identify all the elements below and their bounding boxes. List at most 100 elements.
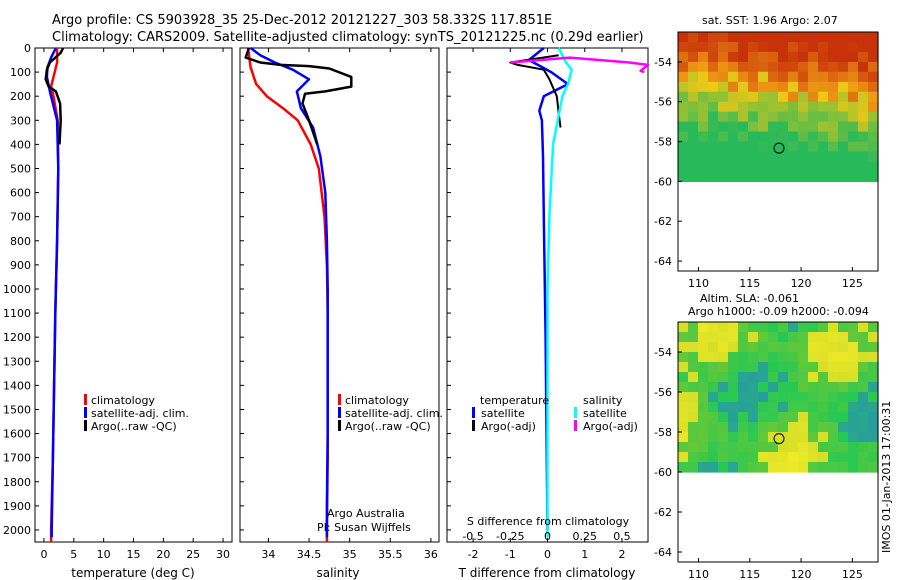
- map-cell: [818, 121, 829, 133]
- map-cell: [838, 432, 849, 443]
- map-cell: [718, 452, 729, 463]
- map-cell: [828, 342, 839, 353]
- map-cell: [688, 131, 699, 143]
- map-cell: [748, 121, 759, 133]
- map-cell: [678, 42, 689, 53]
- map-cell: [868, 332, 879, 343]
- map-cell: [758, 81, 769, 93]
- map-cell: [858, 151, 869, 163]
- map-cell: [838, 362, 849, 373]
- x-tick-label: 0: [544, 548, 551, 561]
- map-cell: [798, 161, 809, 173]
- map-cell: [838, 151, 849, 163]
- map-cell: [778, 462, 789, 473]
- map-cell: [798, 382, 809, 393]
- temperature-x-label: temperature (deg C): [71, 566, 194, 580]
- depth-tick-label: 1800: [3, 476, 31, 489]
- map-cell: [748, 161, 759, 173]
- map-cell: [718, 151, 729, 163]
- depth-tick-label: 200: [10, 90, 31, 103]
- map-cell: [838, 322, 849, 333]
- map-cell: [818, 322, 829, 333]
- map-cell: [718, 342, 729, 353]
- map-cell: [818, 392, 829, 403]
- map-cell: [778, 42, 789, 53]
- map-cell: [858, 61, 869, 73]
- map-cell: [858, 332, 869, 343]
- map-cell: [798, 141, 809, 153]
- sst-map-title: sat. SST: 1.96 Argo: 2.07: [702, 14, 838, 27]
- map-cell: [728, 402, 739, 413]
- map-cell: [868, 422, 879, 433]
- map-cell: [828, 442, 839, 453]
- map-cell: [678, 161, 689, 173]
- map-cell: [708, 462, 719, 473]
- map-cell: [818, 372, 829, 383]
- map-cell: [798, 342, 809, 353]
- map-cell: [758, 382, 769, 393]
- map-cell: [848, 91, 859, 103]
- map-cell: [808, 382, 819, 393]
- map-cell: [758, 342, 769, 353]
- map-cell: [738, 171, 749, 182]
- map-cell: [838, 382, 849, 393]
- map-cell: [708, 342, 719, 353]
- map-cell: [708, 332, 719, 343]
- map-cell: [738, 412, 749, 423]
- map-cell: [808, 332, 819, 343]
- map-cell: [798, 91, 809, 103]
- map-cell: [758, 412, 769, 423]
- map-cell: [828, 412, 839, 423]
- map-cell: [748, 352, 759, 363]
- map-cell: [778, 392, 789, 403]
- map-cell: [828, 352, 839, 363]
- map-y-tick-label: -62: [654, 215, 672, 228]
- map-cell: [678, 422, 689, 433]
- map-cell: [718, 372, 729, 383]
- map-cell: [708, 362, 719, 373]
- map-cell: [798, 372, 809, 383]
- map-cell: [808, 392, 819, 403]
- legend-label-climatology: climatology: [345, 394, 409, 407]
- map-cell: [688, 382, 699, 393]
- map-cell: [868, 402, 879, 413]
- salinity-x-label: salinity: [316, 566, 359, 580]
- depth-tick-label: 1100: [3, 307, 31, 320]
- map-cell: [708, 51, 719, 63]
- map-cell: [858, 432, 869, 443]
- map-cell: [728, 462, 739, 473]
- map-cell: [788, 392, 799, 403]
- map-cell: [728, 42, 739, 53]
- map-y-tick-label: -54: [654, 346, 672, 359]
- map-cell: [738, 71, 749, 83]
- map-cell: [868, 51, 879, 63]
- x-tick-label: 36: [424, 548, 438, 561]
- map-cell: [868, 71, 879, 83]
- map-cell: [788, 352, 799, 363]
- map-cell: [698, 452, 709, 463]
- sst-y-ticks: -54 -56 -58 -60 -62 -64: [654, 56, 682, 268]
- map-cell: [768, 412, 779, 423]
- map-cell: [758, 372, 769, 383]
- map-cell: [678, 382, 689, 393]
- map-cell: [768, 392, 779, 403]
- map-cell: [798, 71, 809, 83]
- map-cell: [788, 342, 799, 353]
- figure-title-line1: Argo profile: CS 5903928_35 25-Dec-2012 …: [52, 13, 553, 28]
- map-cell: [868, 452, 879, 463]
- map-cell: [708, 71, 719, 83]
- map-cell: [778, 71, 789, 83]
- map-cell: [738, 81, 749, 93]
- map-cell: [828, 332, 839, 343]
- map-cell: [698, 382, 709, 393]
- map-cell: [828, 151, 839, 163]
- map-cell: [678, 61, 689, 73]
- map-cell: [768, 332, 779, 343]
- map-cell: [768, 111, 779, 123]
- map-cell: [838, 81, 849, 93]
- map-cell: [688, 322, 699, 333]
- legend-label-temp-satellite: satellite: [481, 407, 525, 420]
- map-cell: [708, 412, 719, 423]
- map-cell: [708, 442, 719, 453]
- depth-tick-label: 1600: [3, 428, 31, 441]
